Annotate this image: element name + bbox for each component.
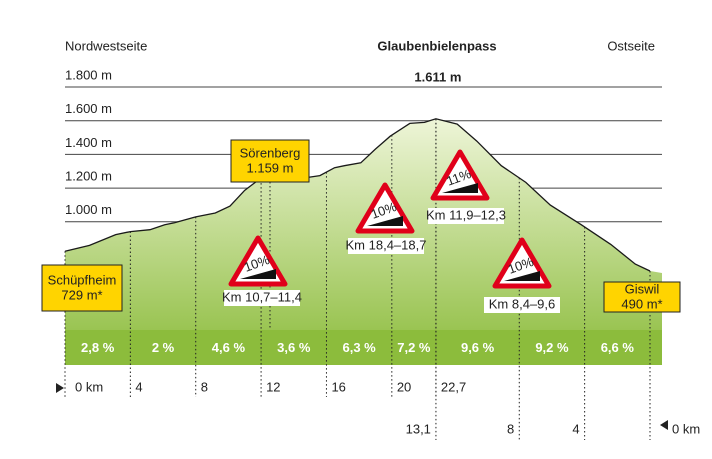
start-arrow [56,383,64,393]
x-tick-label: 4 [135,379,142,394]
warning-slope [367,216,403,226]
gradient-label: 6,6 % [601,340,635,355]
warning-caption: Km 8,4–9,6 [489,296,556,311]
place-elevation: 1.159 m [247,160,294,175]
summit-label: 1.611 m [414,69,461,84]
place-elevation: 729 m* [61,287,102,302]
warning-caption: Km 11,9–12,3 [426,207,506,222]
place-name: Schüpfheim [48,272,117,287]
x-tick-label: 8 [201,379,208,394]
x-tick-label: 12 [266,379,280,394]
left-label: Nordwestseite [65,38,147,53]
warning-slope [504,271,540,281]
warning-caption-box [224,290,300,306]
y-tick-label: 1.000 m [65,202,112,217]
elevation-line [64,118,651,272]
gradient-label: 9,6 % [461,340,495,355]
place-box [230,139,310,183]
x-tick-label: 0 km [75,379,103,394]
x-tick-label: 20 [397,379,411,394]
y-tick-label: 1.600 m [65,101,112,116]
x2-tick-label: 13,1 [406,421,431,436]
gradient-label: 2 % [152,340,175,355]
place-elevation: 490 m* [621,296,662,311]
y-tick-label: 1.200 m [65,169,112,184]
x2-tick-label: 4 [572,421,579,436]
y-tick-label: 1.800 m [65,67,112,82]
gradient-label: 4,6 % [212,340,246,355]
y-tick-label: 1.400 m [65,135,112,150]
gradient-label: 2,8 % [81,340,115,355]
x2-tick-label: 0 km [672,421,700,436]
chart-title: Glaubenbielenpass [377,38,496,53]
warning-slope [240,269,276,279]
warning-caption-box [484,297,560,313]
warning-caption: Km 18,4–18,7 [346,237,427,252]
gradient-label: 9,2 % [535,340,569,355]
place-box [41,264,123,312]
gradient-band [65,330,662,365]
x-tick-label: 16 [331,379,345,394]
place-box [603,281,681,313]
warning-caption-box [348,238,424,254]
warning-caption: Km 10,7–11,4 [222,289,302,304]
x2-tick-label: 8 [507,421,514,436]
gradient-label: 7,2 % [397,340,431,355]
gradient-label: 3,6 % [277,340,311,355]
end-arrow [660,420,668,430]
right-label: Ostseite [607,38,655,53]
place-name: Sörenberg [240,145,301,160]
place-name: Giswil [625,281,660,296]
gradient-label: 6,3 % [343,340,377,355]
warning-slope [442,183,478,193]
warning-caption-box [428,208,504,224]
x-tick-label: 22,7 [441,379,466,394]
